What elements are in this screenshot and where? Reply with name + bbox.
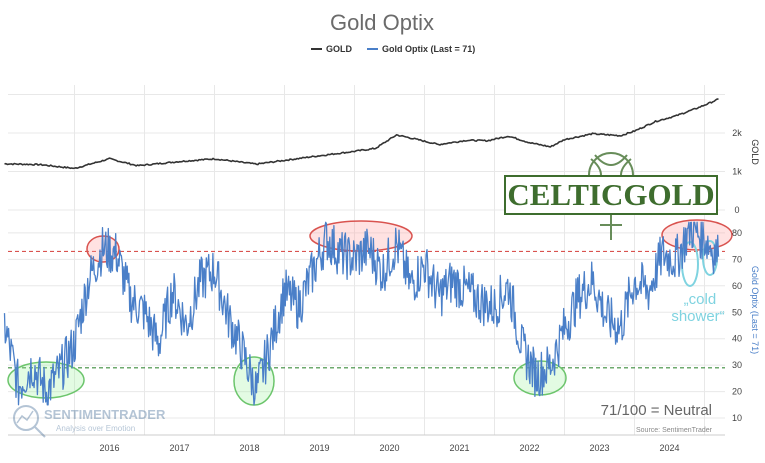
optix-tick-label: 50 <box>732 307 742 317</box>
source-text: Source: SentimenTrader <box>636 427 713 434</box>
celticgold-text: CELTICGOLD <box>507 177 714 212</box>
gold-axis-ticks: 0 1k 2k <box>732 128 742 215</box>
gold-tick-label: 1k <box>732 167 742 177</box>
gold-tick-label: 0 <box>734 205 739 215</box>
optix-tick-label: 80 <box>732 228 742 238</box>
sentimentrader-text: SENTIMENTRADER <box>44 407 166 422</box>
x-tick-label: 2016 <box>99 443 119 453</box>
x-tick-label: 2024 <box>659 443 679 453</box>
optix-tick-label: 70 <box>732 254 742 264</box>
optix-tick-label: 40 <box>732 334 742 344</box>
celticgold-logo: CELTICGOLD <box>504 152 718 240</box>
reference-lines <box>8 250 725 369</box>
optix-tick-label: 20 <box>732 387 742 397</box>
grid <box>8 85 725 435</box>
cold-shower-annotation: „cold shower“ <box>671 291 724 325</box>
legend: GOLD Gold Optix (Last = 71) <box>311 44 475 54</box>
optix-tick-label: 10 <box>732 413 742 423</box>
gold-tick-label: 2k <box>732 128 742 138</box>
x-tick-label: 2023 <box>589 443 609 453</box>
sentimentrader-tagline: Analysis over Emotion <box>56 424 135 433</box>
chart-title: Gold Optix <box>330 10 434 35</box>
x-tick-label: 2017 <box>169 443 189 453</box>
neutral-annotation: 71/100 = Neutral <box>601 402 712 419</box>
optix-tick-label: 60 <box>732 281 742 291</box>
x-tick-label: 2019 <box>309 443 329 453</box>
magnifier-icon <box>13 405 46 438</box>
x-tick-label: 2020 <box>379 443 399 453</box>
celticgold-banner <box>504 175 718 215</box>
gold-series-line <box>4 98 719 170</box>
optix-tick-label: 30 <box>732 360 742 370</box>
optix-axis-title: Gold Optix (Last = 71) <box>750 266 760 354</box>
x-axis-ticks: 2016 2017 2018 2019 2020 2021 2022 2023 2024 <box>99 443 679 453</box>
optix-axis-ticks: 10 20 30 40 50 60 70 80 <box>732 228 742 423</box>
legend-label-gold: GOLD <box>326 44 352 54</box>
x-tick-label: 2022 <box>519 443 539 453</box>
gold-axis-title: GOLD <box>750 139 760 165</box>
sentimentrader-logo: SENTIMENTRADER Analysis over Emotion <box>13 405 166 438</box>
x-tick-label: 2021 <box>449 443 469 453</box>
x-tick-label: 2018 <box>239 443 259 453</box>
legend-label-optix: Gold Optix (Last = 71) <box>382 44 475 54</box>
optix-series-line <box>3 221 720 406</box>
